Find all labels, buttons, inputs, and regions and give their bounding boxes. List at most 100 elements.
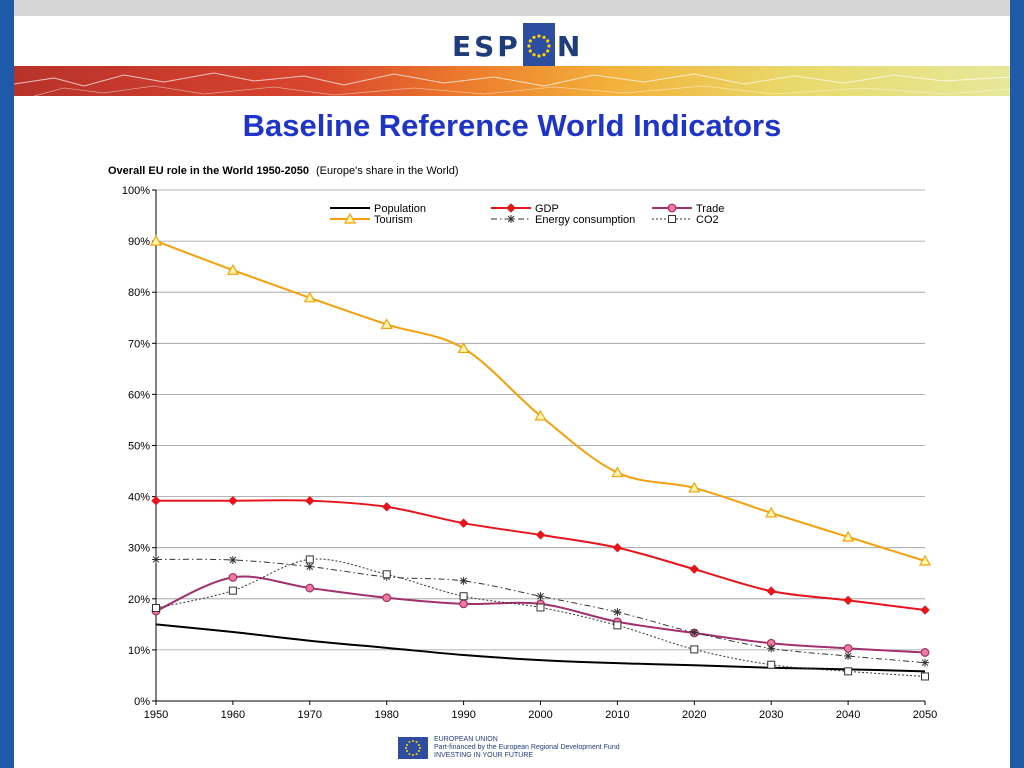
x-tick-label: 1970	[298, 709, 322, 721]
data-point-tourism	[226, 263, 239, 275]
x-tick-label: 2000	[528, 709, 552, 721]
data-point-gdp	[612, 542, 623, 553]
legend-label-tourism: Tourism	[374, 214, 413, 226]
series-line-population	[155, 623, 926, 673]
legend-label-population: Population	[374, 203, 426, 215]
data-point-energy-consumption	[844, 652, 853, 661]
data-point-tourism	[380, 318, 393, 329]
y-tick-label: 0%	[134, 696, 150, 708]
data-point-trade	[459, 599, 469, 609]
data-point-tourism	[918, 554, 932, 566]
chart-subtitle: (Europe's share in the World)	[316, 165, 459, 177]
data-point-co2	[305, 555, 314, 564]
data-point-gdp	[228, 495, 238, 506]
data-point-energy-consumption	[921, 658, 929, 667]
data-point-trade	[305, 583, 315, 593]
data-point-gdp	[151, 495, 161, 506]
x-tick-label: 2040	[836, 709, 860, 721]
data-point-tourism	[611, 466, 624, 478]
data-point-co2	[228, 586, 237, 595]
data-point-co2	[690, 645, 699, 654]
data-point-energy-consumption	[152, 555, 160, 564]
legend-marker-co2	[668, 215, 676, 223]
data-point-gdp	[766, 586, 776, 596]
data-point-tourism	[688, 481, 701, 493]
data-point-tourism	[303, 291, 316, 303]
footer-line-1: EUROPEAN UNION	[434, 736, 498, 743]
map-banner	[14, 66, 1010, 96]
data-point-tourism	[765, 506, 778, 518]
data-point-energy-consumption	[613, 608, 622, 617]
x-tick-label: 2020	[682, 709, 706, 721]
data-point-co2	[459, 592, 468, 601]
x-tick-label: 2050	[913, 709, 937, 721]
footer-line-3: INVESTING IN YOUR FUTURE	[434, 752, 534, 759]
legend-marker-trade	[667, 203, 677, 213]
x-tick-label: 1980	[374, 709, 398, 721]
data-point-co2	[767, 660, 776, 669]
y-tick-label: 50%	[128, 441, 150, 453]
data-point-energy-consumption	[459, 576, 468, 585]
data-point-co2	[152, 603, 160, 612]
data-point-tourism	[149, 234, 163, 246]
data-point-co2	[382, 570, 391, 579]
logo-text-left: ESP	[452, 29, 521, 63]
data-point-tourism	[842, 530, 855, 542]
data-point-energy-consumption	[690, 628, 699, 637]
x-tick-label: 2010	[605, 709, 629, 721]
top-bar	[14, 0, 1010, 16]
eu-stars-icon	[522, 23, 555, 69]
y-tick-label: 10%	[128, 645, 150, 657]
data-point-gdp	[689, 564, 700, 574]
footer-text: EUROPEAN UNION Part-financed by the Euro…	[434, 736, 620, 760]
y-tick-label: 20%	[128, 594, 150, 606]
y-tick-label: 40%	[128, 492, 150, 504]
slide: ESP N	[14, 0, 1010, 768]
chart-title-main: Overall EU role in the World 1950-2050	[108, 165, 309, 177]
x-tick-label: 1990	[451, 709, 475, 721]
data-point-tourism	[534, 409, 547, 421]
footer: EUROPEAN UNION Part-financed by the Euro…	[398, 736, 620, 760]
y-tick-label: 60%	[128, 389, 150, 401]
data-point-gdp	[381, 502, 392, 512]
legend-marker-tourism	[343, 212, 357, 224]
legend-marker-energy-consumption	[507, 215, 515, 223]
data-point-co2	[921, 672, 929, 681]
footer-line-2: Part-financed by the European Regional D…	[434, 744, 620, 751]
line-chart: Overall EU role in the World 1950-2050 (…	[108, 165, 937, 721]
series-line-trade	[155, 575, 926, 654]
y-tick-label: 30%	[128, 543, 150, 555]
legend-label-gdp: GDP	[535, 203, 559, 215]
data-point-trade	[382, 593, 392, 603]
data-point-energy-consumption	[767, 644, 776, 653]
data-point-energy-consumption	[305, 562, 314, 571]
y-tick-label: 80%	[128, 287, 150, 299]
y-tick-label: 100%	[122, 185, 150, 197]
data-point-gdp	[843, 595, 853, 606]
legend-marker-gdp	[506, 203, 516, 213]
y-tick-label: 70%	[128, 338, 150, 350]
data-point-co2	[613, 621, 622, 630]
legend-label-trade: Trade	[696, 203, 724, 215]
x-tick-label: 2030	[759, 709, 783, 721]
data-point-trade	[920, 648, 930, 657]
data-point-co2	[844, 667, 853, 676]
data-point-trade	[843, 643, 853, 653]
espon-logo: ESP N	[452, 23, 584, 69]
data-point-gdp	[305, 495, 315, 506]
data-point-energy-consumption	[228, 555, 237, 564]
data-point-gdp	[458, 518, 469, 528]
header: ESP N	[14, 16, 1010, 69]
chart-title: Overall EU role in the World 1950-2050 (…	[108, 165, 459, 177]
y-tick-label: 90%	[128, 236, 150, 248]
data-point-gdp	[535, 530, 546, 540]
data-point-trade	[228, 572, 238, 582]
data-point-co2	[536, 603, 545, 612]
x-tick-label: 1960	[221, 709, 245, 721]
x-tick-label: 1950	[144, 709, 168, 721]
slide-title: Baseline Reference World Indicators	[242, 108, 782, 143]
legend-label-co2: CO2	[696, 214, 719, 226]
eu-flag-icon	[398, 737, 428, 759]
data-point-tourism	[457, 342, 470, 354]
logo-text-right: N	[556, 29, 584, 63]
